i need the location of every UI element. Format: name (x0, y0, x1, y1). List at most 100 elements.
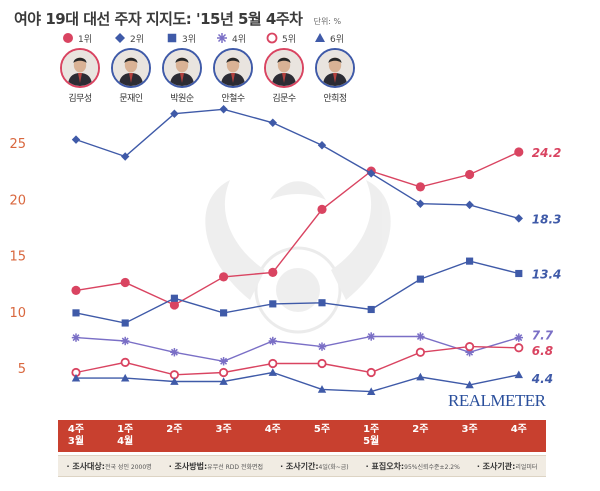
person-silhouette-icon (164, 50, 200, 86)
data-point (514, 214, 523, 223)
data-point (367, 387, 376, 395)
x-tick-week: 3주 (215, 424, 232, 435)
footnote-key: · 조사방법: (168, 461, 208, 471)
data-point (466, 257, 474, 265)
y-tick-label: 15 (9, 250, 26, 265)
data-point (268, 336, 277, 346)
x-tick-month: 3월 (67, 436, 85, 447)
end-value-label: 13.4 (532, 268, 562, 282)
data-point (170, 109, 179, 118)
watermark-emblem (205, 180, 391, 334)
data-point (416, 332, 425, 341)
y-tick-label: 25 (9, 137, 26, 152)
y-tick-label: 10 (9, 306, 26, 321)
legend-label: 6위 (330, 34, 345, 45)
person-silhouette-icon (266, 50, 302, 86)
legend-item-5: 5위 (266, 31, 296, 45)
footnote-item: · 조사기관:리얼미터 (477, 461, 538, 472)
portrait-avatar (264, 48, 304, 88)
y-tick-label: 20 (9, 193, 26, 208)
data-point (465, 380, 474, 389)
data-point (317, 342, 327, 351)
legend-label: 5위 (282, 34, 297, 45)
candidate-5: 김문수 (262, 48, 306, 104)
data-point (317, 385, 327, 393)
end-value-label: 6.8 (532, 344, 553, 358)
data-point (318, 299, 326, 307)
data-point (71, 333, 81, 342)
data-point (465, 200, 474, 210)
series-line-1위 (75, 151, 520, 306)
data-point (219, 272, 229, 282)
data-point (415, 182, 425, 192)
data-point (219, 357, 228, 366)
x-tick-label: 5주 (302, 424, 342, 436)
data-point (170, 294, 178, 302)
data-point (367, 332, 376, 341)
data-point (515, 269, 523, 278)
footnote-value: 리얼미터 (515, 463, 538, 471)
data-point (120, 357, 130, 367)
footnote-item: · 조사방법:유무선 RDD 전화면접 (169, 461, 263, 472)
portrait-avatar (213, 48, 253, 88)
person-silhouette-icon (113, 50, 149, 86)
x-tick-week: 4주 (264, 424, 281, 435)
legend-item-2: 2위 (114, 31, 144, 45)
x-tick-label: 4주 3월 (56, 424, 96, 448)
data-point (170, 348, 179, 357)
data-point (71, 373, 81, 382)
data-point (317, 141, 327, 150)
circle-marker-icon (63, 33, 73, 43)
candidate-6: 안희정 (313, 48, 357, 104)
footnote-value: 4일(화~금) (318, 463, 349, 471)
x-tick-label: 1주 5월 (351, 424, 391, 448)
footnote-value: 전국 성인 2000명 (104, 463, 152, 471)
series-line-4위 (75, 335, 520, 363)
footnote-item: · 표집오차:95%신뢰수준±2.2% (366, 461, 460, 472)
chart-title: 여야 19대 대선 주자 지지도: '15년 5월 4주차 (14, 10, 303, 28)
footnote-key: · 표집오차: (365, 461, 405, 471)
data-point (514, 343, 524, 353)
data-point (464, 342, 475, 352)
ring-marker-icon (266, 32, 278, 44)
x-tick-week: 1주 (363, 424, 380, 435)
data-point (514, 147, 524, 157)
data-point (268, 368, 277, 376)
data-point (268, 267, 278, 277)
series-line-2위 (75, 108, 519, 220)
x-tick-week: 2주 (412, 424, 429, 435)
data-point (317, 204, 327, 214)
x-axis-bar: 4주 3월 1주 4월 2주 3주 4주 5주 1주 5월 2주 3주 4주 (58, 420, 546, 452)
data-point (514, 370, 523, 379)
chart-title-row: 여야 19대 대선 주자 지지도: '15년 5월 4주차 단위: % (14, 8, 341, 29)
data-point (220, 309, 228, 317)
candidate-name: 안철수 (221, 94, 245, 104)
x-tick-week: 3주 (461, 424, 478, 435)
x-tick-month: 4월 (117, 436, 134, 447)
legend-label: 2위 (130, 34, 145, 45)
y-tick-label: 5 (18, 362, 26, 377)
candidate-name: 문재인 (119, 94, 143, 104)
data-point (169, 300, 179, 310)
x-tick-week: 1주 (117, 424, 134, 435)
candidate-portraits: 김무성 문재인 박원순 안철수 김문수 안희정 (58, 48, 358, 110)
data-point (367, 305, 375, 314)
data-point (366, 367, 376, 378)
person-silhouette-icon (215, 50, 251, 86)
data-point (121, 373, 130, 382)
data-point (317, 358, 327, 369)
x-tick-week: 2주 (166, 424, 183, 435)
candidate-1: 김무성 (58, 48, 102, 104)
data-point (121, 319, 129, 327)
x-tick-label: 1주 4월 (105, 424, 145, 448)
footnote-value: 95%신뢰수준±2.2% (404, 463, 460, 471)
data-point (465, 169, 475, 180)
legend-item-3: 3위 (166, 31, 196, 45)
legend-label: 3위 (182, 34, 197, 45)
diamond-marker-icon (115, 33, 125, 43)
brand-logo: REALMETER (448, 391, 546, 410)
data-point (416, 275, 424, 283)
portrait-avatar (315, 48, 355, 88)
end-value-label: 24.2 (532, 146, 562, 160)
